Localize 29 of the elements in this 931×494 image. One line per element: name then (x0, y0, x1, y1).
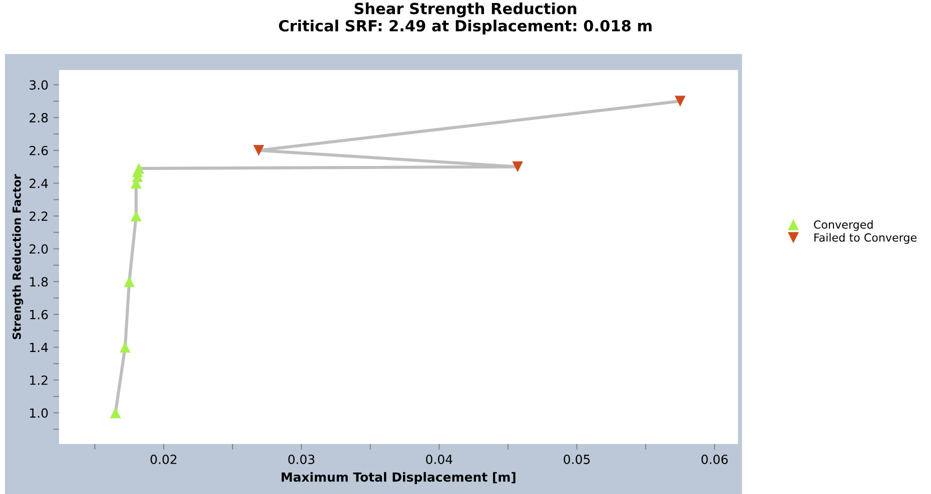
y-tick-label: 2.6 (30, 146, 48, 156)
y-tick-label: 2.0 (30, 244, 48, 254)
point (512, 161, 524, 172)
x-tick-label: 0.02 (150, 454, 176, 464)
x-tick-label: 0.05 (564, 454, 590, 464)
point (134, 163, 144, 174)
y-tick-label: 2.8 (30, 113, 48, 122)
x-axis-title: Maximum Total Displacement [m] (282, 472, 516, 484)
y-tick-label: 1.2 (30, 376, 48, 385)
point (120, 342, 130, 353)
x-tick-label: 0.03 (288, 454, 314, 464)
point (130, 210, 142, 222)
y-tick-label: 1.0 (30, 408, 48, 418)
point (674, 96, 686, 107)
y-tick-label: 2.2 (30, 211, 48, 221)
legend-label: Failed to Converge (814, 233, 916, 244)
point (124, 276, 135, 287)
chart-title: Shear Strength Reduction Critical SRF: 2.49 at Displacement: 0.018 m (278, 2, 652, 34)
legend-label: Converged (814, 220, 873, 231)
y-tick-label: 1.8 (30, 277, 48, 287)
point (110, 407, 121, 418)
point (253, 145, 264, 156)
y-tick-label: 2.4 (30, 178, 48, 188)
y-tick-label: 1.6 (30, 310, 48, 320)
y-tick-label: 3.0 (30, 80, 48, 90)
x-tick-label: 0.06 (701, 454, 728, 464)
y-tick-label: 1.4 (30, 342, 48, 352)
x-tick-label: 0.04 (426, 454, 452, 464)
y-axis-title: Strength Reduction Factor (12, 174, 24, 340)
